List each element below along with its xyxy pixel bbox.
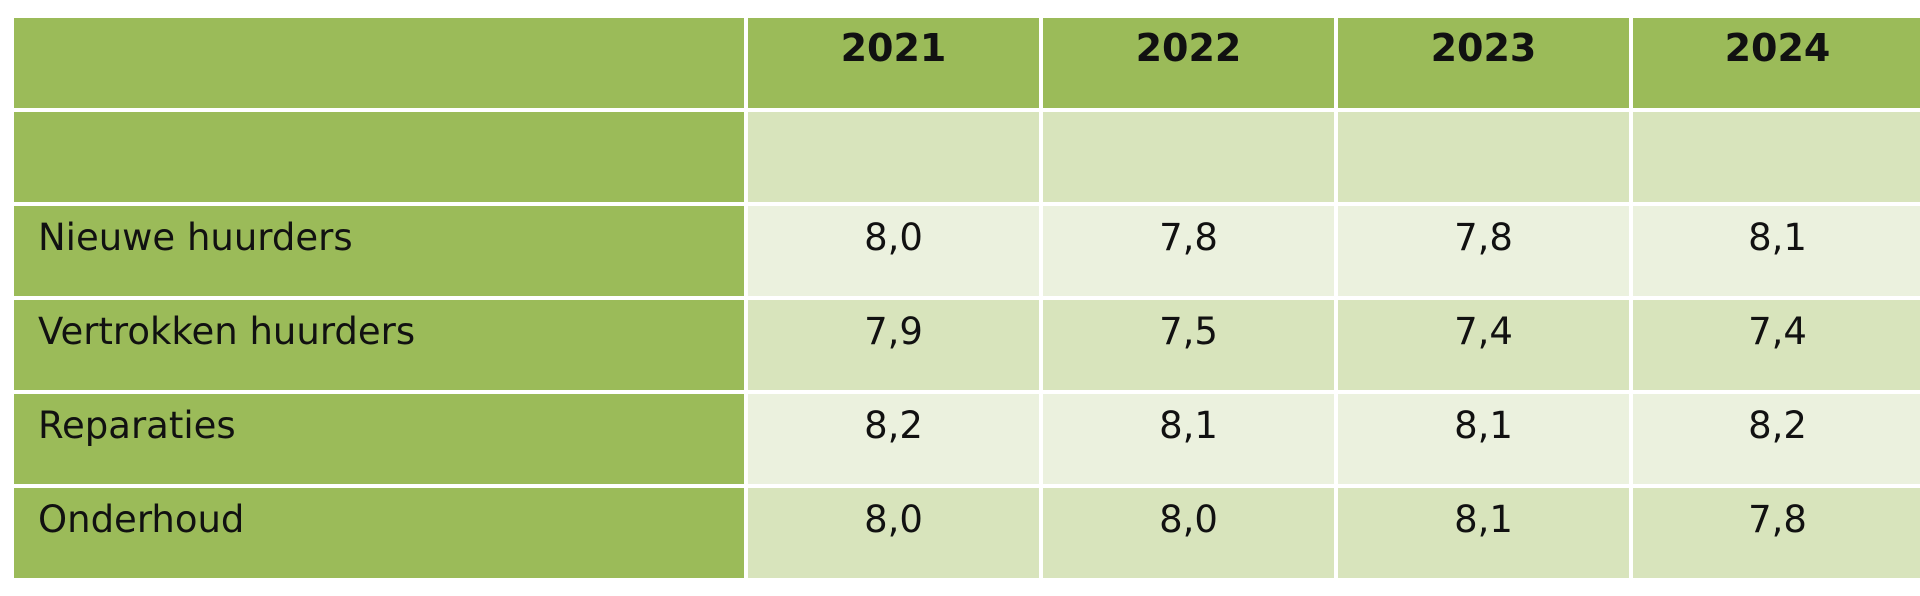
table-cell: 8,1 [1633, 206, 1920, 296]
table-cell: 8,2 [1633, 394, 1920, 484]
row-label-onderhoud: Onderhoud [14, 488, 744, 578]
column-header-2024: 2024 [1633, 18, 1920, 108]
table-cell: 7,8 [1633, 488, 1920, 578]
table-cell: 7,8 [1338, 206, 1629, 296]
column-header-2023: 2023 [1338, 18, 1629, 108]
column-header-2021: 2021 [748, 18, 1039, 108]
row-label-reparaties: Reparaties [14, 394, 744, 484]
table-cell: 8,0 [748, 206, 1039, 296]
row-label-vertrokken-huurders: Vertrokken huurders [14, 300, 744, 390]
table-cell: 8,1 [1338, 394, 1629, 484]
table-cell: 7,4 [1338, 300, 1629, 390]
table-cell: 8,2 [748, 394, 1039, 484]
table-cell: 8,0 [1043, 488, 1334, 578]
row-label-nieuwe-huurders: Nieuwe huurders [14, 206, 744, 296]
table-cell: 7,5 [1043, 300, 1334, 390]
table-cell: 7,4 [1633, 300, 1920, 390]
table-cell: 8,1 [1043, 394, 1334, 484]
table-cell: 8,0 [748, 488, 1039, 578]
table-cell: 7,9 [748, 300, 1039, 390]
table-corner-cell [14, 18, 744, 108]
scores-table: 2021 2022 2023 2024 Nieuwe huurders 8,0 … [14, 18, 1920, 578]
row-label-empty [14, 112, 744, 202]
table-cell [748, 112, 1039, 202]
table-cell [1633, 112, 1920, 202]
table-cell: 8,1 [1338, 488, 1629, 578]
column-header-2022: 2022 [1043, 18, 1334, 108]
table-cell [1043, 112, 1334, 202]
table-cell [1338, 112, 1629, 202]
table-cell: 7,8 [1043, 206, 1334, 296]
